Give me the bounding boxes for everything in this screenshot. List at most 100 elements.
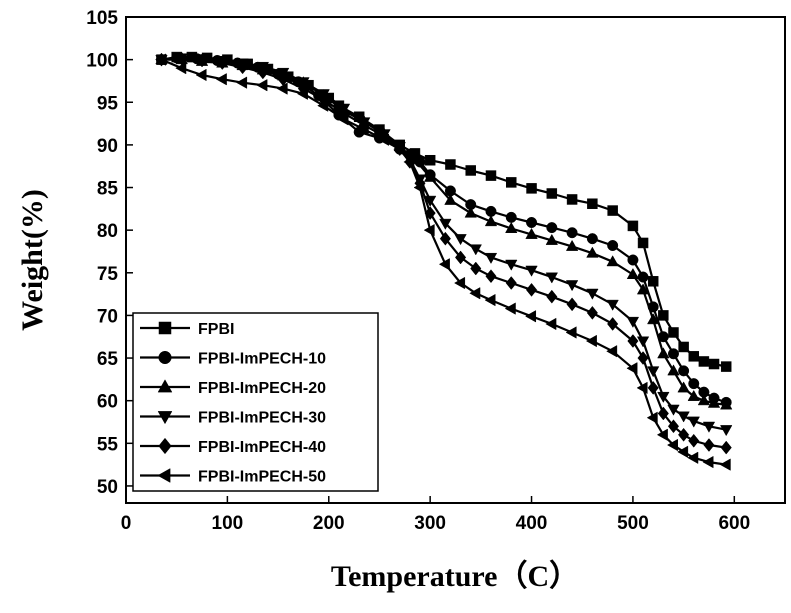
x-axis-title: Temperature（C） bbox=[331, 559, 579, 593]
data-point bbox=[689, 351, 699, 361]
data-point bbox=[668, 405, 680, 415]
data-point bbox=[703, 456, 713, 468]
data-point bbox=[196, 69, 206, 81]
data-point bbox=[627, 268, 639, 278]
legend-box bbox=[133, 313, 378, 491]
data-point bbox=[547, 290, 558, 303]
data-point bbox=[607, 345, 617, 357]
data-point bbox=[506, 177, 516, 187]
data-point bbox=[678, 366, 689, 377]
legend-marker bbox=[159, 351, 172, 364]
data-point bbox=[485, 294, 495, 306]
data-point bbox=[486, 171, 496, 181]
data-point bbox=[628, 221, 638, 231]
data-point bbox=[607, 317, 618, 330]
x-tick-label: 500 bbox=[617, 513, 649, 534]
data-point bbox=[638, 272, 649, 283]
y-tick-label: 75 bbox=[97, 264, 119, 285]
data-point bbox=[689, 378, 700, 389]
legend: FPBI FPBI-ImPECH-10 FPBI-ImPECH-20 FPBI-ImP… bbox=[133, 313, 378, 491]
legend-label: FPBI bbox=[198, 321, 234, 338]
data-point bbox=[526, 217, 537, 228]
y-tick-label: 105 bbox=[86, 8, 118, 29]
chart-svg: 0100200300400500600 50556065707580859095… bbox=[0, 0, 791, 608]
data-point bbox=[526, 283, 537, 296]
data-point bbox=[486, 270, 497, 283]
y-tick-label: 55 bbox=[97, 434, 119, 455]
data-point bbox=[587, 289, 599, 299]
data-point bbox=[470, 245, 482, 255]
data-point bbox=[587, 199, 597, 209]
data-point bbox=[587, 233, 598, 244]
data-point bbox=[721, 362, 731, 372]
legend-label: FPBI-ImPECH-50 bbox=[198, 469, 326, 486]
data-point bbox=[607, 240, 618, 251]
data-point bbox=[648, 381, 659, 394]
x-tick-label: 200 bbox=[313, 513, 345, 534]
x-tick-label: 300 bbox=[414, 513, 446, 534]
data-point bbox=[720, 425, 732, 435]
data-point bbox=[567, 298, 578, 311]
data-point bbox=[678, 382, 690, 392]
data-point bbox=[721, 441, 732, 454]
data-point bbox=[486, 206, 497, 217]
x-tick-label: 100 bbox=[212, 513, 244, 534]
data-point bbox=[678, 428, 689, 441]
data-point bbox=[471, 262, 482, 275]
data-point bbox=[505, 303, 515, 315]
y-tick-label: 100 bbox=[86, 51, 118, 72]
x-tick-label: 600 bbox=[718, 513, 750, 534]
legend-label: FPBI-ImPECH-30 bbox=[198, 410, 326, 427]
data-point bbox=[445, 160, 455, 170]
y-tick-label: 70 bbox=[97, 306, 118, 327]
data-point bbox=[237, 77, 247, 89]
legend-marker bbox=[159, 322, 171, 334]
data-point bbox=[658, 348, 670, 358]
data-point bbox=[627, 317, 639, 327]
data-point bbox=[547, 188, 557, 198]
y-tick-label: 90 bbox=[97, 136, 118, 157]
data-point bbox=[566, 327, 576, 339]
data-point bbox=[668, 327, 678, 337]
y-tick-label: 50 bbox=[97, 477, 118, 498]
data-point bbox=[567, 227, 578, 238]
y-tick-label: 65 bbox=[97, 349, 119, 370]
y-tick-label: 80 bbox=[97, 221, 118, 242]
data-point bbox=[466, 165, 476, 175]
data-point bbox=[257, 79, 267, 91]
data-point bbox=[699, 356, 709, 366]
legend-label: FPBI-ImPECH-10 bbox=[198, 351, 326, 368]
chart-container: 0100200300400500600 50556065707580859095… bbox=[0, 0, 791, 608]
data-point bbox=[648, 276, 658, 286]
y-tick-label: 85 bbox=[97, 179, 119, 200]
data-point bbox=[567, 194, 577, 204]
data-point bbox=[587, 306, 598, 319]
data-point bbox=[658, 310, 668, 320]
data-point bbox=[668, 349, 679, 360]
data-point bbox=[586, 335, 596, 347]
data-point bbox=[465, 207, 477, 217]
y-tick-label: 60 bbox=[97, 392, 118, 413]
data-point bbox=[527, 183, 537, 193]
legend-label: FPBI-ImPECH-20 bbox=[198, 380, 326, 397]
data-point bbox=[425, 155, 435, 165]
data-point bbox=[506, 212, 517, 223]
x-axis: 0100200300400500600 bbox=[121, 496, 750, 534]
data-point bbox=[455, 234, 467, 244]
data-point bbox=[720, 459, 730, 471]
data-point bbox=[628, 255, 639, 266]
data-point bbox=[679, 342, 689, 352]
data-point bbox=[657, 429, 667, 441]
data-point bbox=[506, 277, 517, 290]
data-point bbox=[709, 359, 719, 369]
data-point bbox=[689, 434, 700, 447]
legend-label: FPBI-ImPECH-40 bbox=[198, 439, 326, 456]
data-point bbox=[668, 365, 680, 375]
data-point bbox=[547, 222, 558, 233]
data-point bbox=[608, 206, 618, 216]
y-axis-title: Weight(%) bbox=[16, 189, 49, 331]
x-tick-label: 0 bbox=[121, 513, 132, 534]
data-point bbox=[637, 337, 649, 347]
data-point bbox=[546, 318, 556, 330]
data-point bbox=[688, 452, 698, 464]
